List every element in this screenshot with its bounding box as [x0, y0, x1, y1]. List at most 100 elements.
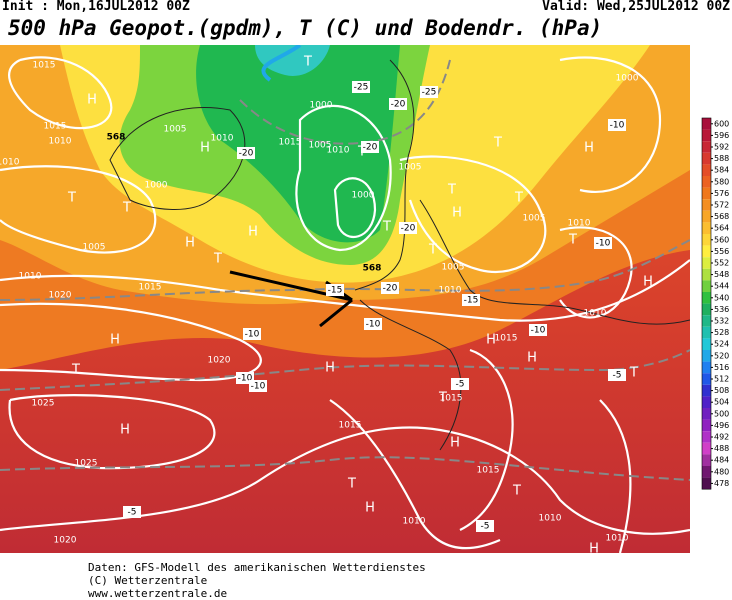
legend-label: 536 — [714, 305, 729, 314]
temperature-label: -10 — [596, 239, 611, 249]
pressure-center: H — [248, 225, 258, 240]
isobar-label: 1010 — [327, 146, 350, 156]
legend-swatch — [702, 350, 711, 362]
pressure-center: H — [87, 93, 97, 108]
legend-label: 488 — [714, 444, 729, 453]
isobar-label: 1015 — [477, 466, 500, 476]
legend-label: 600 — [714, 119, 729, 128]
isobar-label: 1015 — [33, 61, 56, 71]
isobar-label: 1025 — [75, 459, 98, 469]
legend-label: 548 — [714, 270, 729, 279]
pressure-center: H — [584, 141, 594, 156]
temperature-label: -20 — [391, 100, 406, 110]
isobar-label: 1000 — [616, 74, 639, 84]
pressure-center: T — [71, 363, 80, 378]
temperature-label: -5 — [613, 371, 622, 381]
legend-swatch — [702, 257, 711, 269]
pressure-center: H — [200, 141, 210, 156]
valid-text: Valid: Wed,25JUL2012 00Z — [542, 0, 730, 14]
pressure-center: T — [382, 220, 391, 235]
legend-swatch — [702, 431, 711, 443]
legend-swatch — [702, 396, 711, 408]
footer-line: Daten: GFS-Modell des amerikanischen Wet… — [88, 561, 426, 574]
temperature-label-box — [352, 81, 370, 93]
footer-line: (C) Wetterzentrale — [88, 574, 207, 587]
isobar-label: 1010 — [584, 309, 607, 319]
temperature-label: -10 — [610, 121, 625, 131]
map-labels: HHTTHTHTTTTHTHTTTHHTHHHTHTHTHTH101510151… — [0, 55, 653, 554]
cyan-zone — [255, 45, 330, 76]
temperature-label: -5 — [481, 522, 490, 532]
pressure-center: H — [325, 361, 335, 376]
temperature-label-box — [361, 141, 379, 153]
temperature-label: -10 — [251, 382, 266, 392]
legend-swatch — [702, 292, 711, 304]
pressure-center: H — [527, 351, 537, 366]
temperature-label-box — [608, 119, 626, 131]
legend-label: 492 — [714, 433, 729, 442]
legend-swatch — [702, 373, 711, 385]
temperature-label-box — [462, 294, 480, 306]
isobar-label: 1005 — [164, 125, 187, 135]
isobar-label: 1005 — [399, 163, 422, 173]
pressure-center: T — [347, 477, 356, 492]
pressure-center: H — [452, 206, 462, 221]
legend-label: 532 — [714, 317, 729, 326]
temperature-label-box — [399, 222, 417, 234]
temperature-label-box — [381, 282, 399, 294]
legend-label: 592 — [714, 143, 729, 152]
isobar-label: 1015 — [440, 394, 463, 404]
temperature-label: -20 — [363, 143, 378, 153]
height-label: 568 — [107, 133, 126, 143]
temperature-label-box — [326, 284, 344, 296]
legend-swatch — [702, 303, 711, 316]
isobar-label: 1010 — [19, 272, 42, 282]
height-label: 568 — [363, 264, 382, 274]
temperature-label: -25 — [354, 83, 369, 93]
isobar-label: 1000 — [145, 181, 168, 191]
pressure-center: T — [629, 366, 638, 381]
legend-label: 480 — [714, 467, 729, 476]
pressure-center: H — [450, 436, 460, 451]
legend-swatch — [702, 361, 711, 374]
temperature-label: -10 — [531, 326, 546, 336]
dark-green-zone — [196, 45, 400, 243]
pressure-center: T — [303, 55, 312, 70]
legend-label: 572 — [714, 201, 729, 210]
isobar-label: 1010 — [439, 286, 462, 296]
legend-label: 520 — [714, 351, 729, 360]
legend-swatch — [702, 280, 711, 292]
pressure-center: H — [486, 333, 496, 348]
legend-swatch — [702, 245, 711, 258]
temperature-label: -10 — [245, 330, 260, 340]
isobar-label: 1015 — [495, 334, 518, 344]
legend-label: 576 — [714, 189, 729, 198]
isobar-label: 1005 — [442, 263, 465, 273]
legend-label: 484 — [714, 456, 729, 465]
temperature-label-box — [451, 378, 469, 390]
isobar-label: 1015 — [139, 283, 162, 293]
pressure-center: T — [438, 391, 447, 406]
pressure-center: T — [428, 243, 437, 258]
temperature-label-box — [249, 380, 267, 392]
legend-label: 512 — [714, 375, 729, 384]
temperature-label-box — [529, 324, 547, 336]
init-text: Init : Mon,16JUL2012 00Z — [2, 0, 190, 14]
pressure-center: T — [493, 136, 502, 151]
temperature-label: -20 — [239, 149, 254, 159]
temperature-label-box — [608, 369, 626, 381]
legend-swatch — [702, 118, 711, 130]
pressure-center: T — [122, 201, 131, 216]
pressure-center: T — [213, 252, 222, 267]
isobar-label: 1020 — [208, 356, 231, 366]
legend-label: 508 — [714, 386, 729, 395]
temperature-label: -25 — [422, 88, 437, 98]
temperature-label-box — [476, 520, 494, 532]
legend-swatch — [702, 315, 711, 327]
temperature-label-box — [389, 98, 407, 110]
legend-label: 516 — [714, 363, 729, 372]
legend-swatch — [702, 338, 711, 350]
map-area: HHTTHTHTTTTHTHTTTHHTHHHTHTHTHTH101510151… — [0, 45, 690, 554]
